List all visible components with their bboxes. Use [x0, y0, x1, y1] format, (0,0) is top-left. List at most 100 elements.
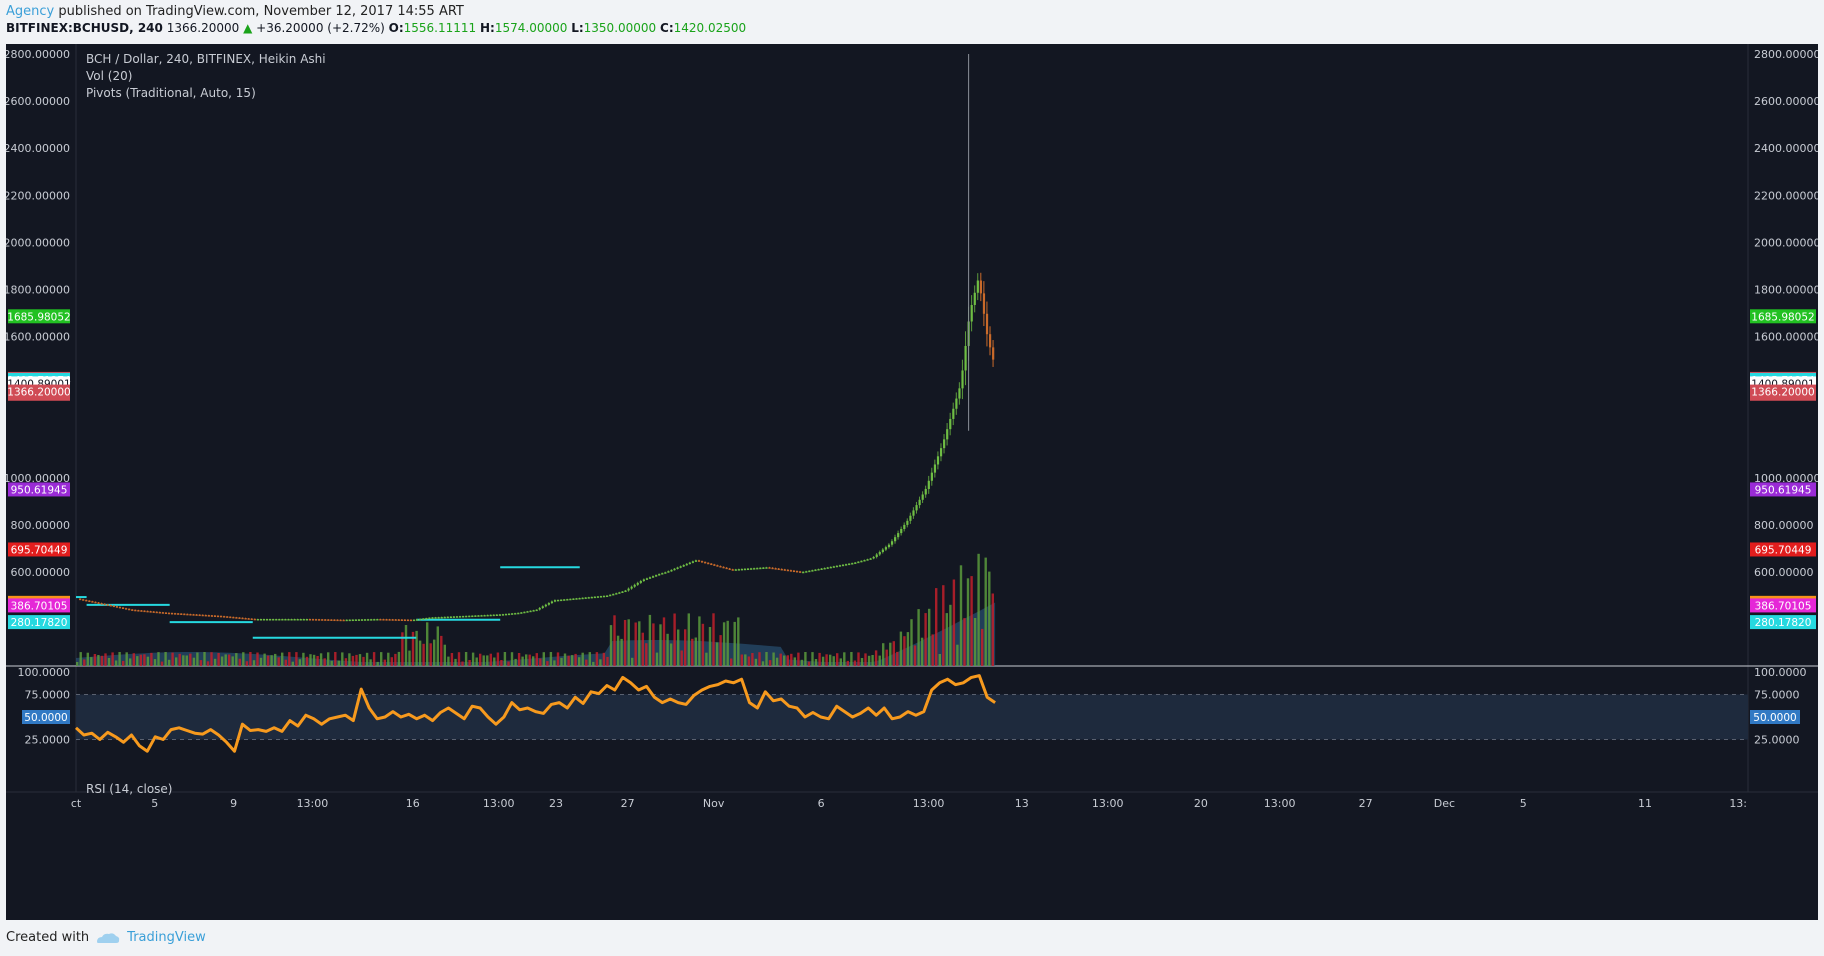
volume-bar [592, 661, 595, 666]
volume-bar [910, 619, 913, 666]
price-label-left [8, 309, 70, 324]
volume-bar [917, 609, 920, 666]
candle-body [673, 568, 676, 571]
chart-container[interactable]: 2800.00000 2800.00000 2600.00000 2600.00000… [6, 44, 1818, 920]
candle-body [351, 619, 354, 622]
candle-body [857, 561, 860, 564]
candle-body [253, 618, 256, 621]
volume-bar [178, 653, 181, 666]
candle-body [296, 619, 299, 621]
volume-bar [295, 652, 298, 666]
candle-body [719, 566, 722, 568]
volume-bar [899, 631, 903, 666]
volume-bar [981, 628, 984, 666]
volume-bar [673, 613, 676, 666]
volume-bar [666, 633, 669, 666]
candle-body [526, 611, 529, 613]
candle-body [541, 606, 544, 608]
candle-body [342, 619, 345, 622]
volume-bar [83, 659, 86, 666]
volume-bar [440, 635, 443, 666]
candle-body [682, 565, 685, 567]
volume-bar [701, 623, 705, 666]
candle-body [538, 607, 541, 610]
candle-body [517, 612, 520, 615]
candle-body [449, 616, 452, 619]
candle-body [648, 577, 652, 579]
candle-body [802, 571, 805, 574]
candle-body [275, 619, 278, 621]
volume-bar [652, 623, 655, 666]
candle-body [480, 615, 483, 617]
candle-body [406, 619, 410, 622]
candle-body [269, 619, 272, 621]
candle-body [701, 561, 704, 563]
candle-body [226, 616, 229, 618]
candle-body [716, 565, 719, 567]
volume-bar [164, 652, 167, 666]
price-tick-right: 2200.00000 [1754, 189, 1818, 202]
volume-bar [380, 652, 383, 666]
candle-body [789, 570, 793, 572]
candle-body [428, 617, 431, 620]
volume-bar [351, 655, 355, 666]
candle-body [851, 563, 854, 565]
volume-bar [563, 653, 567, 666]
candle-body [575, 598, 578, 600]
candle-body [578, 597, 581, 600]
price-tick-right: 2000.00000 [1754, 236, 1818, 249]
candle-body [302, 619, 305, 621]
candle-body [125, 608, 128, 610]
candle-body [511, 613, 514, 615]
volume-bar [546, 661, 549, 666]
candle-body [262, 619, 266, 621]
price-chart-svg[interactable]: 2800.00000 2800.00000 2600.00000 2600.00000… [6, 44, 1818, 920]
volume-bar [857, 652, 860, 666]
candle-body [612, 593, 615, 596]
volume-bar [284, 659, 287, 666]
candle-body [91, 601, 94, 603]
volume-bar [758, 652, 761, 666]
candle-body [443, 616, 446, 619]
candle-body [982, 293, 986, 314]
volume-bar [786, 655, 789, 666]
volume-bar [634, 622, 637, 666]
candle-body [161, 612, 164, 614]
volume-bar [811, 652, 814, 666]
volume-bar [298, 659, 302, 666]
price-tick-left: 2000.00000 [6, 236, 70, 249]
price-tick-right: 1800.00000 [1754, 283, 1818, 296]
volume-bar [991, 593, 994, 666]
author-link[interactable]: Agency [6, 4, 55, 19]
volume-bar [896, 651, 899, 666]
volume-bar [86, 652, 89, 666]
volume-bar [270, 655, 273, 666]
price-tick-right: 800.00000 [1754, 519, 1814, 532]
candle-body [425, 617, 428, 620]
volume-bar [631, 657, 634, 666]
candle-body [946, 429, 949, 440]
candle-body [679, 566, 682, 568]
candle-body [943, 439, 946, 449]
volume-bar [496, 652, 500, 666]
volume-bar [415, 630, 418, 666]
candle-body [416, 619, 419, 621]
volume-bar [648, 614, 652, 666]
rsi-tick-left: 75.0000 [25, 689, 71, 702]
candle-body [670, 569, 673, 572]
candle-body [713, 564, 716, 566]
candle-body [685, 563, 688, 566]
tradingview-link[interactable]: TradingView [127, 930, 206, 945]
candle-body [400, 619, 403, 621]
candle-body [321, 619, 324, 621]
candle-body [627, 588, 630, 591]
volume-bar [874, 650, 878, 666]
candle-body [835, 565, 839, 568]
volume-bar [433, 639, 436, 666]
volume-bar [192, 657, 196, 666]
candle-body [550, 601, 554, 604]
candle-body [547, 603, 551, 605]
price-tick-left: 2800.00000 [6, 48, 70, 61]
price-label-right [1750, 598, 1816, 613]
candle-body [333, 619, 336, 622]
